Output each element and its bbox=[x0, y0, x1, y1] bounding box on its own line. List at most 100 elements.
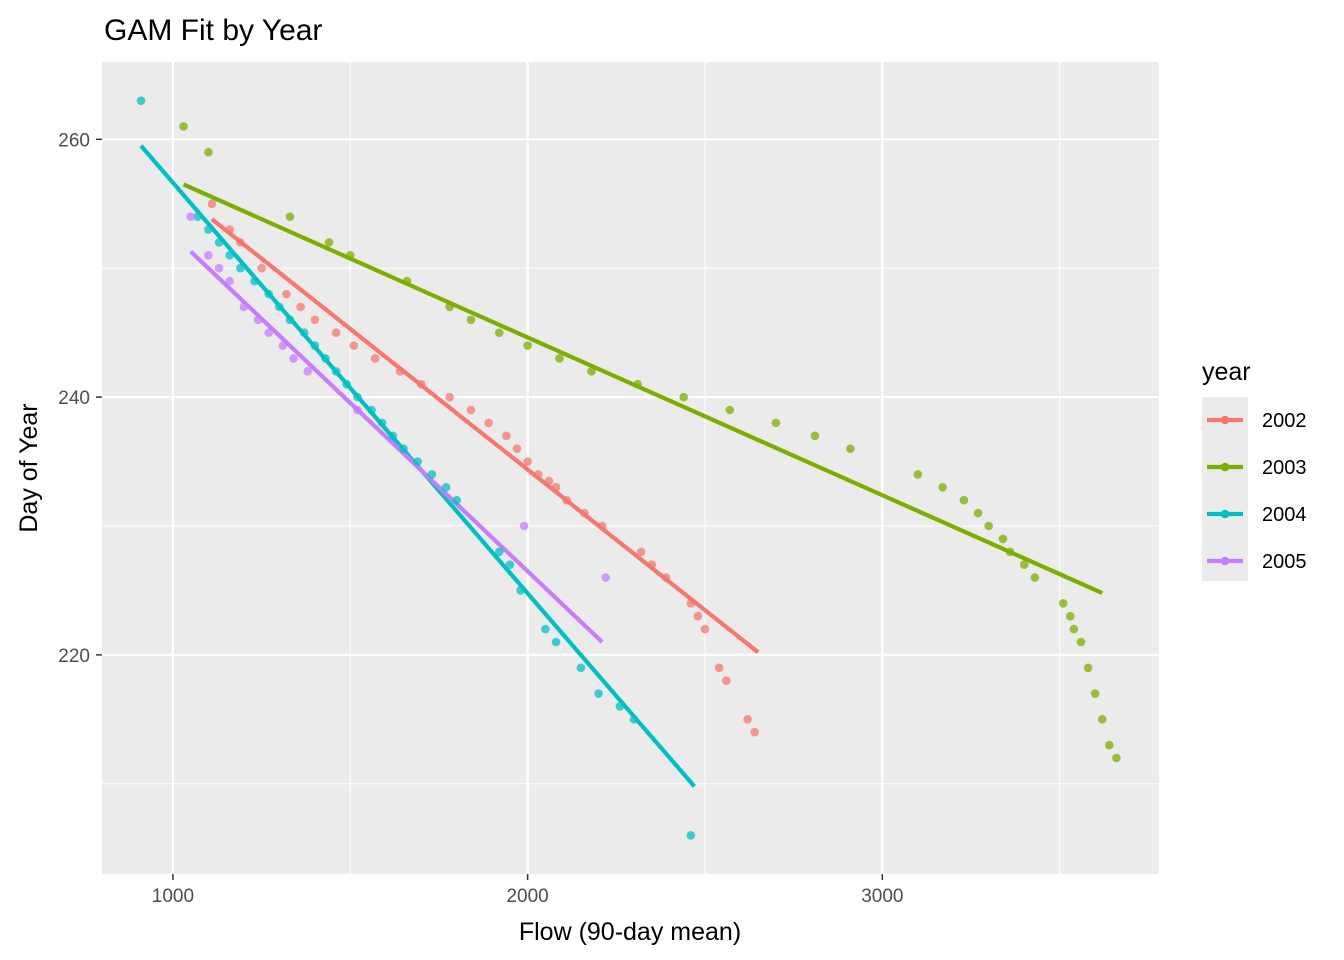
point-2004 bbox=[310, 341, 320, 350]
point-2004 bbox=[299, 328, 309, 337]
legend-label-2004: 2004 bbox=[1262, 504, 1307, 526]
point-2002 bbox=[647, 560, 657, 569]
legend-label-2005: 2005 bbox=[1262, 551, 1307, 573]
point-2002 bbox=[445, 392, 454, 402]
point-2003 bbox=[285, 212, 295, 221]
point-2005 bbox=[204, 251, 213, 260]
legend-label-2003: 2003 bbox=[1262, 457, 1307, 479]
point-2004 bbox=[413, 457, 422, 466]
y-tick-label: 260 bbox=[58, 130, 90, 151]
point-2004 bbox=[264, 289, 274, 299]
point-2004 bbox=[193, 212, 203, 221]
legend-key-point-2004 bbox=[1220, 509, 1230, 519]
point-2003 bbox=[494, 328, 504, 337]
point-2003 bbox=[445, 302, 454, 312]
point-2004 bbox=[321, 354, 330, 363]
x-axis-label: Flow (90-day mean) bbox=[519, 918, 741, 946]
point-2003 bbox=[959, 495, 969, 505]
point-2004 bbox=[214, 238, 224, 247]
point-2005 bbox=[278, 341, 288, 350]
point-2004 bbox=[516, 586, 525, 595]
chart-title: GAM Fit by Year bbox=[104, 14, 322, 47]
point-2004 bbox=[250, 276, 259, 286]
point-2003 bbox=[938, 483, 947, 492]
point-2005 bbox=[353, 405, 362, 415]
point-2003 bbox=[633, 379, 642, 389]
point-2002 bbox=[310, 315, 320, 325]
legend-label-2002: 2002 bbox=[1262, 410, 1307, 432]
point-2004 bbox=[353, 392, 362, 402]
point-2002 bbox=[743, 715, 752, 724]
point-2002 bbox=[580, 508, 589, 518]
point-2004 bbox=[505, 560, 515, 569]
point-2002 bbox=[714, 663, 724, 673]
point-2003 bbox=[1058, 599, 1068, 608]
point-2002 bbox=[207, 199, 217, 209]
point-2002 bbox=[349, 341, 359, 350]
point-2003 bbox=[466, 315, 476, 325]
point-2003 bbox=[1030, 573, 1040, 582]
point-2005 bbox=[239, 302, 249, 312]
point-2003 bbox=[1105, 740, 1114, 750]
point-2002 bbox=[544, 476, 554, 486]
point-2004 bbox=[377, 418, 387, 428]
point-2002 bbox=[661, 573, 671, 582]
point-2003 bbox=[204, 147, 213, 157]
point-2004 bbox=[275, 302, 284, 312]
point-2004 bbox=[452, 495, 461, 505]
point-2003 bbox=[1083, 663, 1093, 673]
point-2003 bbox=[1112, 753, 1121, 763]
point-2005 bbox=[214, 263, 224, 273]
point-2002 bbox=[693, 611, 703, 621]
point-2004 bbox=[615, 702, 625, 711]
data-points bbox=[136, 96, 1121, 840]
point-2002 bbox=[296, 302, 305, 312]
point-2003 bbox=[555, 354, 564, 363]
point-2003 bbox=[1097, 715, 1107, 724]
y-axis: 220 240 260 bbox=[58, 130, 102, 667]
point-2003 bbox=[1090, 689, 1100, 698]
point-2005 bbox=[289, 354, 298, 363]
x-tick-label: 1000 bbox=[152, 886, 194, 907]
point-2004 bbox=[388, 431, 398, 441]
point-2005 bbox=[225, 276, 234, 286]
point-2004 bbox=[629, 715, 639, 724]
point-2003 bbox=[984, 521, 994, 531]
point-2002 bbox=[395, 367, 405, 376]
point-2004 bbox=[204, 225, 213, 234]
point-2005 bbox=[519, 521, 529, 531]
grid bbox=[102, 62, 1159, 874]
point-2002 bbox=[750, 727, 759, 737]
point-2004 bbox=[494, 547, 504, 557]
point-2005 bbox=[303, 367, 313, 376]
point-2005 bbox=[253, 315, 263, 325]
fit-line-2003 bbox=[182, 182, 1104, 595]
point-2002 bbox=[700, 624, 710, 634]
point-2003 bbox=[587, 367, 596, 376]
point-2003 bbox=[345, 251, 355, 260]
point-2004 bbox=[136, 96, 146, 105]
point-2003 bbox=[1076, 637, 1086, 647]
point-2002 bbox=[236, 238, 245, 247]
point-2002 bbox=[282, 289, 291, 299]
point-2002 bbox=[636, 547, 646, 557]
point-2003 bbox=[324, 238, 334, 247]
point-2004 bbox=[551, 637, 561, 647]
point-2002 bbox=[551, 483, 561, 492]
point-2002 bbox=[416, 379, 426, 389]
point-2003 bbox=[846, 444, 855, 453]
legend-key-point-2005 bbox=[1220, 556, 1230, 566]
point-2005 bbox=[264, 328, 274, 337]
point-2002 bbox=[512, 444, 522, 453]
x-axis: 1000 2000 3000 bbox=[152, 874, 903, 907]
point-2004 bbox=[686, 831, 696, 840]
legend-title: year bbox=[1202, 358, 1251, 386]
point-2002 bbox=[257, 263, 266, 273]
legend: year 2002 2003 2004 2005 bbox=[1202, 358, 1307, 581]
y-tick-label: 220 bbox=[58, 646, 90, 667]
plot-panel bbox=[102, 62, 1159, 874]
point-2003 bbox=[725, 405, 735, 415]
point-2002 bbox=[370, 354, 380, 363]
point-2002 bbox=[466, 405, 476, 415]
